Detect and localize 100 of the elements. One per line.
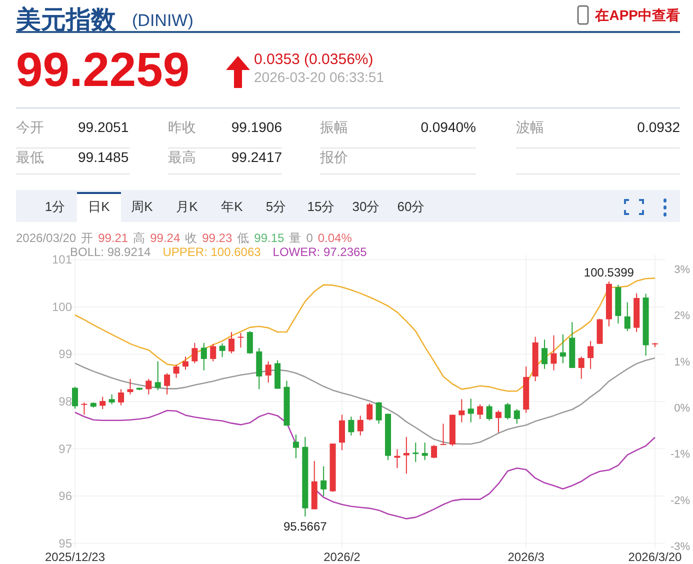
candlestick [588,340,594,370]
text: 量 [289,231,302,245]
line-series [74,278,656,392]
text: 最高 [168,149,196,165]
text: 高 [133,231,146,245]
candlestick [550,334,557,371]
text: 99.24 [150,231,180,245]
x-tick-label: 2026/2 [324,550,361,564]
line-series [74,357,656,445]
candlestick [542,339,548,370]
text: 0 [306,231,314,245]
candlestick [72,386,78,410]
candlestick [228,332,235,354]
candlestick [431,444,438,459]
annotation: BOLL: 98.9214 [70,245,152,259]
candlestick [81,402,88,416]
text: 99.2051 [78,119,129,135]
candlestick [146,378,152,395]
candlestick [182,356,188,370]
text: 日K [88,199,110,214]
y-tick-label: 100 [52,300,72,314]
candlestick [376,401,382,424]
text: 2026/03/20 [16,231,76,245]
text: 99.1485 [78,149,129,165]
candlestick [468,398,474,423]
candlestick [486,404,492,421]
candlestick [118,388,124,406]
candlestick [219,342,226,358]
text: 周K [131,199,154,214]
y2-tick-label: 2% [674,310,690,322]
text: 2026-03-20 06:33:51 [254,69,384,85]
y-tick-label: 95 [58,536,72,550]
annotation: LOWER: 97.2365 [272,245,368,259]
annotation: UPPER: 100.6063 [162,245,262,259]
candlestick [265,360,272,384]
y-tick-label: 97 [58,442,72,456]
candlestick [338,414,345,451]
candlestick [477,404,484,420]
y2-tick-label: 0% [674,402,690,415]
text: 0.0932 [637,119,680,135]
annotation: 100.5399 [584,265,634,280]
y2-tick-label: -2% [670,494,690,507]
candlestick [412,442,419,462]
text: 0.0940% [420,119,476,135]
text: 30分 [352,199,380,214]
y2-tick-label: 3% [674,264,690,276]
text: 最低 [16,149,44,165]
candlestick [238,332,244,348]
text: 99.23 [202,231,232,245]
candlestick [173,364,180,378]
candlestick [504,402,511,420]
candlestick [100,396,106,410]
candlestick [154,360,161,391]
y2-tick-label: -1% [670,448,690,461]
candlestick [422,442,428,461]
candlestick [578,356,584,380]
text: 昨收 [168,119,196,135]
y-tick-label: 99 [58,347,72,362]
candlestick [200,342,207,371]
text: 99.2417 [231,149,282,165]
y2-tick-label: 1% [674,356,690,368]
text: 0.04% [318,231,352,245]
text: 振幅 [320,119,348,135]
text: 60分 [397,199,425,214]
text: (DINIW) [132,11,194,30]
text: 低 [237,231,250,245]
candlestick [127,378,134,395]
candlestick [403,436,410,474]
annotation: 95.5667 [283,519,328,534]
text: 99.21 [98,231,128,245]
text: 99.2259 [16,44,190,97]
candlestick [560,334,566,364]
candlestick [210,343,216,362]
candlestick [292,434,299,459]
y-tick-label: 96 [58,489,72,504]
candlestick [440,423,446,446]
candlestick [320,466,327,497]
candlestick [348,416,354,436]
text: 0.0353 (0.0356%) [254,51,374,68]
text: 5分 [266,199,286,214]
text: 1分 [44,199,66,214]
x-tick-label: 2026/3 [508,550,545,564]
text: 99.1906 [231,119,282,135]
text: 15分 [307,199,335,214]
candlestick [246,330,253,354]
candlestick [108,394,115,405]
text: 今开 [16,119,44,135]
candlestick [366,402,373,421]
candlestick [495,410,502,434]
text: 收 [185,231,198,245]
text: 美元指数 [15,6,117,34]
y-tick-label: 101 [52,252,72,267]
x-tick-label: 2025/12/23 [44,550,106,564]
candlestick [624,302,630,332]
candlestick [458,398,465,423]
candlestick [192,342,198,364]
text: 波幅 [516,119,544,135]
candlestick [164,372,170,395]
text: 在APP中查看 [594,7,680,23]
text: 开 [81,231,94,245]
